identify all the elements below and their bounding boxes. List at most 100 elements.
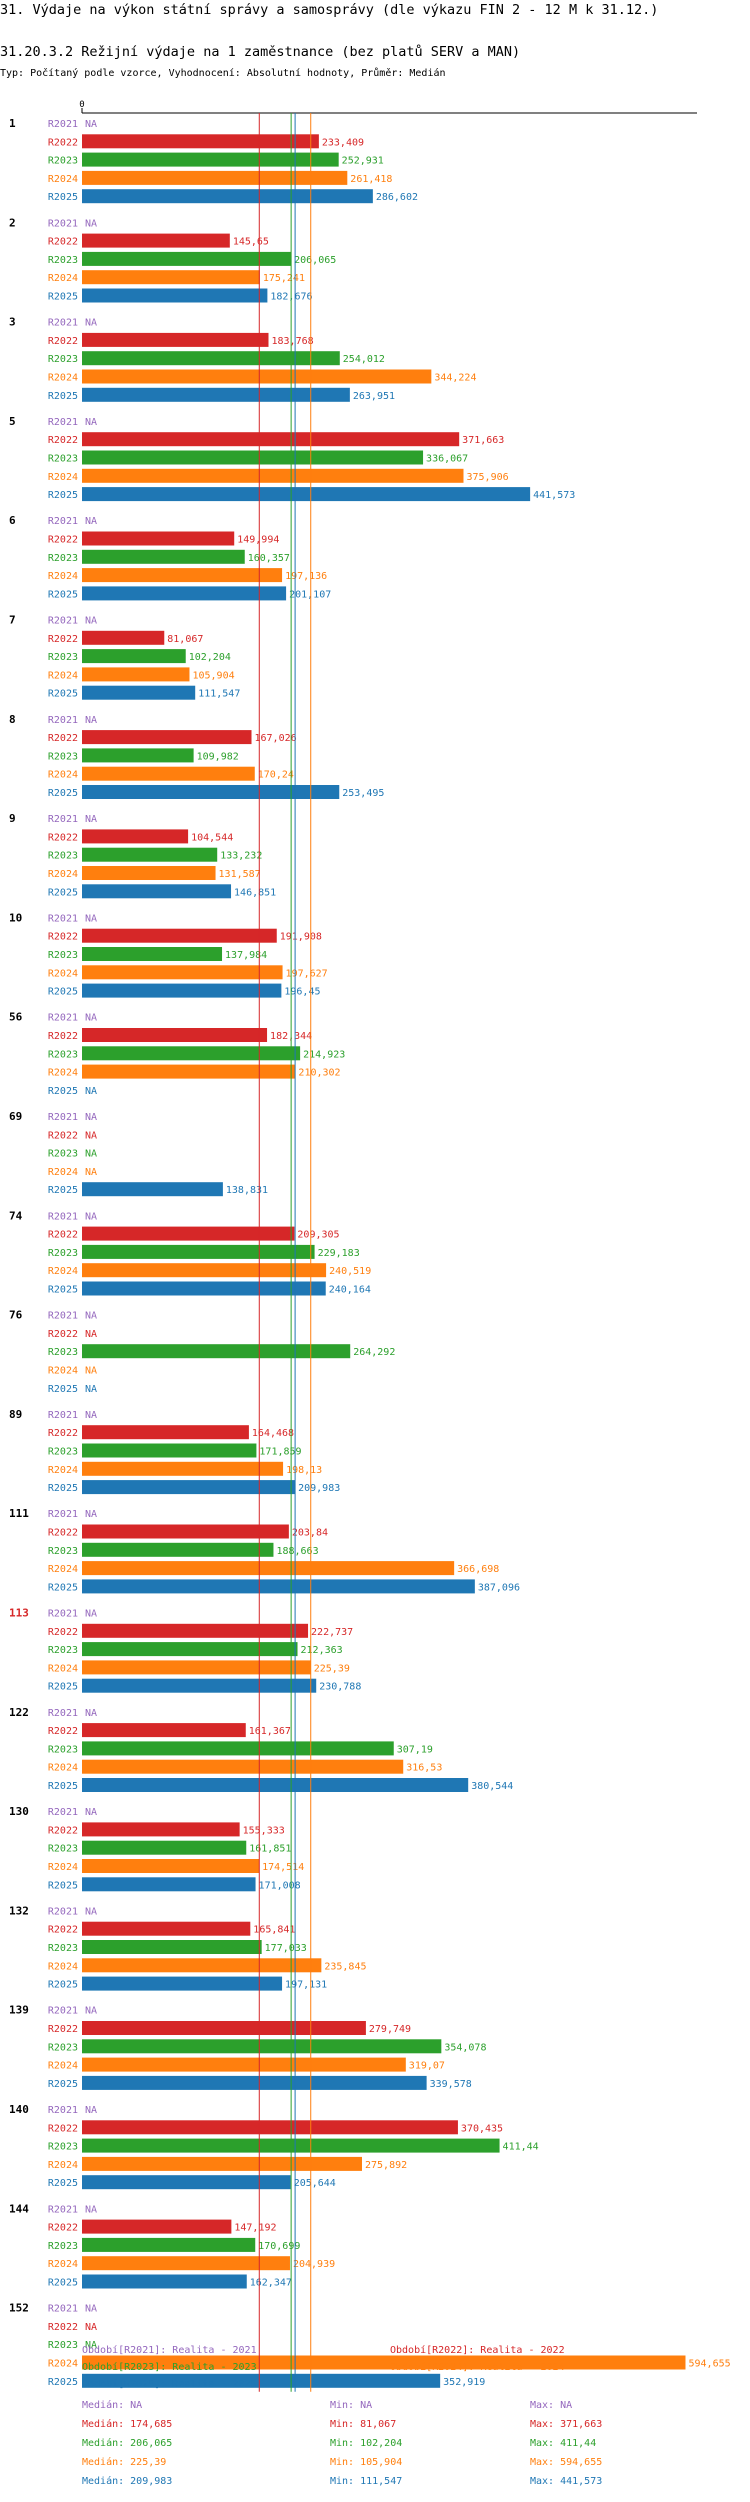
group-label: 140 [9,2103,29,2116]
bar [82,2219,232,2234]
series-label: R2021 [48,2304,78,2315]
bar [82,685,196,700]
series-label: R2024 [48,770,78,781]
bar [82,1660,311,1675]
bar [82,1263,327,1278]
series-label: R2021 [48,1906,78,1917]
series-label: R2024 [48,1763,78,1774]
series-label: R2021 [48,1013,78,1024]
bar [82,531,235,546]
series-label: R2022 [48,832,78,843]
bar [82,1859,260,1873]
data-label: 131,587 [219,869,261,880]
legend-item: Období[R2021]: Realita - 2021 [82,2345,257,2356]
series-label: R2025 [48,2377,78,2388]
bar [82,1642,298,1657]
data-label: 164,468 [252,1428,294,1439]
series-label: R2023 [48,1844,78,1855]
series-label: R2021 [48,119,78,130]
data-label: NA [85,1149,97,1160]
series-label: R2025 [48,887,78,898]
bar [82,1976,283,1991]
bar [82,1877,256,1892]
series-label: R2022 [48,1528,78,1539]
data-label: 138,831 [226,1185,268,1196]
stat-min: Min: 81,067 [330,2419,397,2430]
series-label: R2023 [48,2340,78,2351]
data-label: NA [85,1384,97,1395]
data-label: 165,841 [253,1925,295,1936]
series-label: R2023 [48,553,78,564]
data-label: 204,939 [293,2259,335,2270]
data-label: 210,302 [298,1068,340,1079]
data-label: 174,514 [262,1862,304,1873]
series-label: R2022 [48,932,78,943]
series-label: R2025 [48,490,78,501]
data-label: 197,627 [286,968,328,979]
stat-median: Medián: NA [82,2400,143,2411]
series-label: R2023 [48,1248,78,1259]
data-label: NA [85,417,97,428]
bar [82,432,460,447]
series-label: R2025 [48,1582,78,1593]
data-label: 183,768 [271,336,313,347]
series-label: R2023 [48,1943,78,1954]
stat-median: Medián: 206,065 [82,2438,173,2449]
data-label: 146,851 [234,887,276,898]
series-label: R2025 [48,1781,78,1792]
series-label: R2025 [48,2079,78,2090]
data-label: 252,931 [342,156,384,167]
bar [82,965,283,980]
series-label: R2025 [48,1483,78,1494]
series-label: R2021 [48,2204,78,2215]
series-label: R2023 [48,354,78,365]
series-label: R2022 [48,1726,78,1737]
bar [82,468,464,483]
series-label: R2025 [48,292,78,303]
series-label: R2023 [48,2241,78,2252]
data-label: 253,495 [342,788,384,799]
data-label: 387,096 [478,1582,520,1593]
series-label: R2024 [48,1167,78,1178]
data-label: NA [85,1410,97,1421]
data-label: NA [85,1329,97,1340]
bar [82,1064,296,1079]
data-label: 197,131 [285,1980,327,1991]
data-label: 155,333 [243,1825,285,1836]
data-label: 594,655 [688,2359,730,2370]
stat-max: Max: NA [530,2400,573,2411]
bar [82,766,255,781]
series-label: R2023 [48,454,78,465]
bar [82,1723,246,1738]
series-label: R2021 [48,814,78,825]
data-label: 201,107 [289,589,331,600]
series-label: R2021 [48,715,78,726]
series-label: R2023 [48,1645,78,1656]
bar [82,2355,686,2370]
legend-item: Období[R2022]: Realita - 2022 [390,2345,565,2356]
data-label: 354,078 [444,2042,486,2053]
bar [82,170,348,185]
data-label: 230,788 [319,1682,361,1693]
bar [82,2256,290,2271]
series-label: R2021 [48,1807,78,1818]
data-label: NA [85,516,97,527]
data-label: 212,363 [301,1645,343,1656]
bar [82,1226,295,1241]
series-label: R2024 [48,869,78,880]
series-label: R2021 [48,2006,78,2017]
data-label: 275,892 [365,2160,407,2171]
series-label: R2022 [48,336,78,347]
bar [82,1443,257,1458]
data-label: 336,067 [426,454,468,465]
stat-max: Max: 441,573 [530,2476,603,2487]
data-label: 209,983 [298,1483,340,1494]
data-label: 222,737 [311,1627,353,1638]
data-label: 196,45 [284,987,320,998]
data-label: NA [85,1167,97,1178]
data-label: 240,164 [329,1285,371,1296]
data-label: NA [85,2322,97,2333]
bar [82,884,232,899]
data-label: 366,698 [457,1564,499,1575]
bar [82,270,260,285]
